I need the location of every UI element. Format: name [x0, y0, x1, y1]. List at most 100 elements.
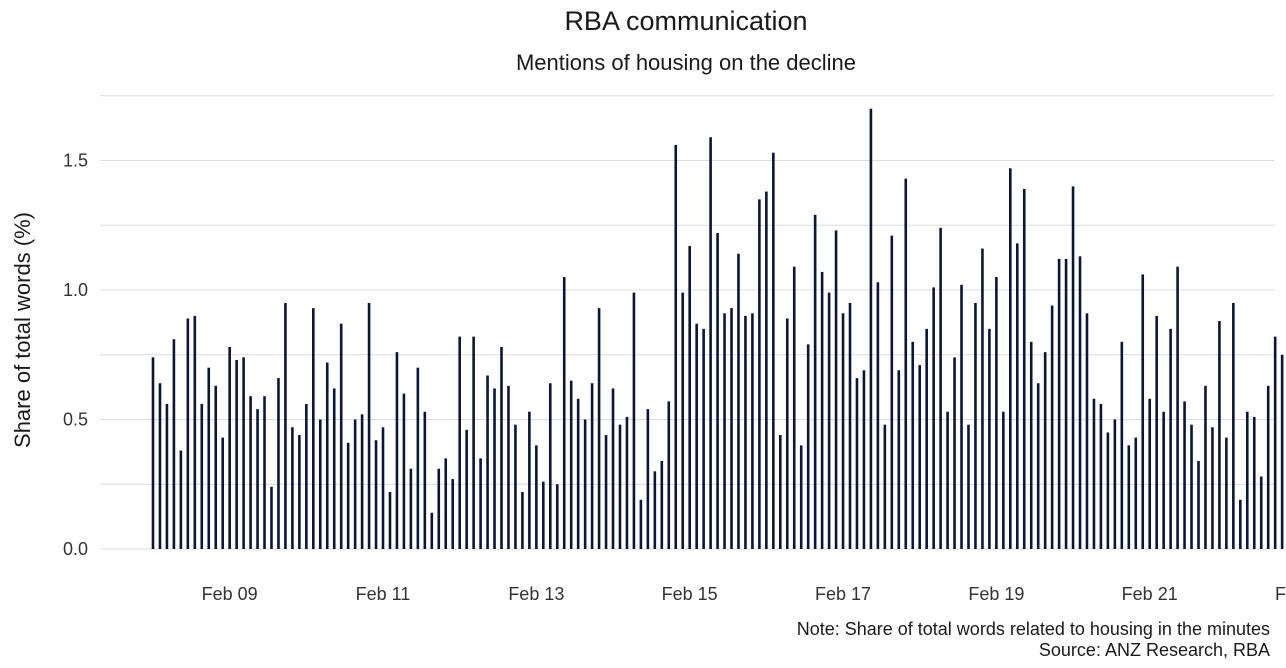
bar	[402, 393, 406, 549]
bar	[674, 144, 678, 549]
bar	[1162, 411, 1165, 549]
bar	[270, 486, 273, 549]
bar	[667, 401, 671, 549]
bar	[423, 411, 427, 549]
bar	[897, 370, 901, 549]
bar	[785, 318, 789, 549]
bar	[981, 248, 984, 549]
bar	[925, 328, 928, 549]
bar	[723, 313, 726, 549]
y-tick-label: 0.5	[63, 410, 88, 430]
bar	[507, 385, 510, 549]
bar	[221, 437, 224, 549]
bar	[200, 403, 204, 549]
bar	[249, 396, 252, 549]
bar	[646, 409, 650, 549]
bar	[813, 214, 817, 549]
bar	[792, 266, 796, 549]
chart-subtitle: Mentions of housing on the decline	[515, 50, 856, 75]
bar	[869, 108, 873, 549]
bars	[151, 108, 1284, 550]
bar	[207, 367, 211, 549]
bar	[618, 424, 622, 549]
y-axis-ticks: 0.0 0.5 1.0 1.5	[63, 151, 88, 560]
bar	[1036, 383, 1040, 549]
bar	[1225, 437, 1228, 549]
bar	[848, 302, 852, 549]
bar	[493, 388, 496, 549]
bar	[535, 445, 538, 549]
bar	[653, 471, 657, 549]
bar	[960, 284, 963, 549]
bar	[1259, 476, 1263, 549]
bar	[737, 253, 740, 550]
bar	[779, 435, 782, 549]
bar	[1050, 305, 1054, 549]
bar	[1239, 499, 1242, 549]
bar	[346, 442, 350, 549]
bar	[1002, 411, 1005, 549]
bar	[1232, 302, 1235, 549]
bar	[597, 308, 601, 549]
bar	[1155, 315, 1158, 549]
bar	[765, 191, 768, 549]
bar	[1120, 341, 1124, 549]
bar	[946, 411, 949, 549]
bar	[312, 308, 315, 549]
bar	[284, 302, 287, 549]
bar	[758, 199, 761, 549]
bar	[500, 346, 503, 549]
bar	[1148, 398, 1152, 549]
bar	[228, 346, 231, 549]
bar	[242, 357, 245, 549]
bar	[604, 435, 608, 549]
bar	[458, 336, 461, 549]
bar	[709, 137, 712, 549]
bar	[1252, 416, 1256, 549]
bar	[381, 427, 385, 549]
bar	[1092, 398, 1096, 549]
bar	[660, 460, 664, 549]
bar	[451, 479, 455, 549]
bar	[1266, 385, 1270, 549]
bar	[555, 484, 559, 549]
bar	[179, 450, 183, 549]
y-tick-label: 1.5	[63, 151, 88, 171]
bar	[932, 287, 935, 549]
bar	[1043, 352, 1047, 549]
bar	[388, 492, 392, 549]
bar	[1106, 432, 1110, 549]
bar	[277, 378, 280, 549]
bar	[988, 328, 991, 549]
bar	[193, 315, 197, 549]
bar	[953, 357, 956, 549]
bar	[576, 398, 580, 549]
bar	[883, 424, 887, 549]
bar	[855, 378, 859, 549]
bar	[465, 429, 468, 549]
bar	[165, 403, 169, 549]
bar	[939, 227, 942, 549]
bar	[583, 419, 587, 549]
chart-source: Source: ANZ Research, RBA	[1038, 640, 1270, 660]
bar	[235, 359, 238, 549]
bar	[298, 435, 301, 549]
bar	[528, 411, 531, 549]
bar	[542, 481, 545, 549]
bar	[841, 313, 845, 549]
bar	[367, 302, 371, 549]
bar	[318, 419, 322, 549]
bar	[486, 375, 489, 549]
bar	[514, 424, 517, 549]
bar	[437, 468, 441, 549]
bar	[1071, 186, 1075, 549]
bar	[151, 357, 155, 549]
bar	[430, 512, 434, 549]
bar	[1197, 460, 1200, 549]
bar	[1169, 328, 1172, 549]
bar	[339, 323, 343, 549]
x-tick-label: Feb 17	[815, 584, 871, 604]
bar	[1099, 403, 1103, 549]
bar	[263, 396, 266, 549]
